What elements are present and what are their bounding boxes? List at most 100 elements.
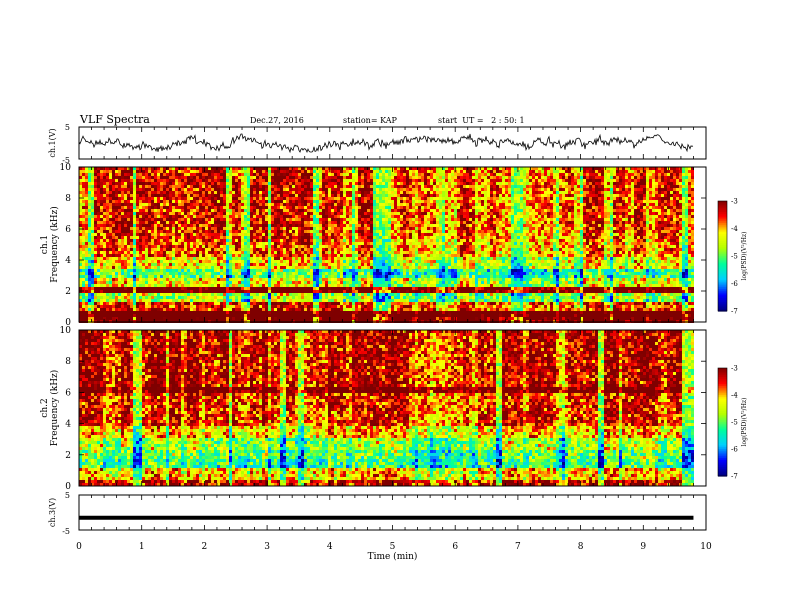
ch1-spectrogram-cell <box>274 311 277 314</box>
ch1-spectrogram-cell <box>97 188 100 191</box>
ch1-spectrogram-cell <box>280 194 283 197</box>
ch1-spectrogram-cell <box>262 281 265 284</box>
ch1-spectrogram-cell <box>133 200 136 203</box>
ch1-spectrogram-cell <box>100 266 103 269</box>
ch1-spectrogram-cell <box>178 248 181 251</box>
ch1-spectrogram-cell <box>220 287 223 290</box>
ch1-spectrogram-cell <box>211 176 214 179</box>
ch1-spectrogram-cell <box>259 278 262 281</box>
ch1-spectrogram-cell <box>91 257 94 260</box>
ch1-spectrogram-cell <box>205 185 208 188</box>
ch1-spectrogram-cell <box>160 188 163 191</box>
ch1-spectrogram-cell <box>337 185 340 188</box>
ch1-spectrogram-cell <box>175 227 178 230</box>
ch1-spectrogram-cell <box>334 275 337 278</box>
ch1-spectrogram-cell <box>118 311 121 314</box>
ch1-spectrogram-cell <box>187 191 190 194</box>
ch1-spectrogram-cell <box>247 197 250 200</box>
ch1-spectrogram-cell <box>343 278 346 281</box>
ch1-spectrogram-cell <box>283 215 286 218</box>
ch1-spectrogram-cell <box>97 290 100 293</box>
ch1-spectrogram-cell <box>268 251 271 254</box>
ch1-spectrogram-cell <box>310 215 313 218</box>
ch1-spectrogram-cell <box>256 245 259 248</box>
ch1-spectrogram-cell <box>217 170 220 173</box>
ch1-spectrogram-cell <box>172 317 175 320</box>
ch1-spectrogram-cell <box>280 266 283 269</box>
ch1-spectrogram-cell <box>241 209 244 212</box>
ch1-spectrogram-cell <box>142 260 145 263</box>
ch1-spectrogram-cell <box>358 236 361 239</box>
ch1-spectrogram-cell <box>292 308 295 311</box>
ch1-spectrogram-cell <box>226 248 229 251</box>
ch1-spectrogram-cell <box>178 173 181 176</box>
ch1-spectrogram-cell <box>118 296 121 299</box>
ch1-spectrogram-cell <box>97 293 100 296</box>
ch1-spectrogram-cell <box>355 293 358 296</box>
ch1-spectrogram-cell <box>151 269 154 272</box>
ch1-spectrogram-cell <box>202 182 205 185</box>
ch1-spectrogram-cell <box>223 230 226 233</box>
ch1-spectrogram-cell <box>253 227 256 230</box>
ch1-spectrogram-cell <box>139 251 142 254</box>
ch1-spectrogram-cell <box>205 314 208 317</box>
ch1-spectrogram-cell <box>232 290 235 293</box>
ch1-spectrogram-cell <box>313 257 316 260</box>
ch1-spectrogram-cell <box>301 197 304 200</box>
ch1-spectrogram-cell <box>190 209 193 212</box>
ch1-spectrogram-cell <box>226 194 229 197</box>
ch1-spectrogram-cell <box>175 257 178 260</box>
ch1-spectrogram-cell <box>211 314 214 317</box>
ch1-spectrogram-cell <box>103 257 106 260</box>
ch1-spectrogram-cell <box>199 221 202 224</box>
ch1-spectrogram-cell <box>136 242 139 245</box>
ch1-spectrogram-cell <box>229 311 232 314</box>
ch1-spectrogram-cell <box>274 284 277 287</box>
ch1-spectrogram-cell <box>181 281 184 284</box>
ch1-spectrogram-cell <box>304 257 307 260</box>
ch1-spectrogram-cell <box>310 194 313 197</box>
ch1-spectrogram-cell <box>181 266 184 269</box>
ch1-spectrogram-cell <box>142 305 145 308</box>
ch1-spectrogram-cell <box>223 209 226 212</box>
ch1-spectrogram-cell <box>220 197 223 200</box>
ch1-spectrogram-cell <box>259 176 262 179</box>
ch1-spectrogram-cell <box>214 173 217 176</box>
ch1-spectrogram-cell <box>175 197 178 200</box>
ch1-spectrogram-cell <box>331 242 334 245</box>
ch1-spectrogram-cell <box>226 245 229 248</box>
ch1-spectrogram-cell <box>85 215 88 218</box>
ch1-spectrogram-cell <box>277 311 280 314</box>
ch1-spectrogram-cell <box>346 209 349 212</box>
ch1-spectrogram-cell <box>127 242 130 245</box>
ch1-spectrogram-cell <box>139 311 142 314</box>
ch1-spectrogram-cell <box>301 176 304 179</box>
ch1-spectrogram-cell <box>172 239 175 242</box>
ch1-spectrogram-cell <box>205 197 208 200</box>
ch1-spectrogram-cell <box>139 230 142 233</box>
ch1-spectrogram-cell <box>262 302 265 305</box>
ch1-spectrogram-cell <box>241 302 244 305</box>
ch1-spectrogram-cell <box>352 209 355 212</box>
ch1-spectrogram-cell <box>298 191 301 194</box>
ch1-spectrogram-cell <box>247 263 250 266</box>
ch1-spectrogram-cell <box>241 311 244 314</box>
ch1-spectrogram-cell <box>193 311 196 314</box>
ch1-spectrogram-cell <box>175 170 178 173</box>
ch1-spectrogram-cell <box>214 239 217 242</box>
ch1-spectrogram-cell <box>181 179 184 182</box>
ch1-spectrogram-cell <box>124 311 127 314</box>
ch1-spectrogram-cell <box>160 299 163 302</box>
ch1-spectrogram-cell <box>190 248 193 251</box>
ch1-spectrogram-cell <box>181 215 184 218</box>
ch1-spectrogram-cell <box>289 302 292 305</box>
ch1-spectrogram-cell <box>274 254 277 257</box>
ch1-spectrogram-cell <box>145 233 148 236</box>
ch1-spectrogram-cell <box>229 254 232 257</box>
ch1-spectrogram-cell <box>250 275 253 278</box>
ch1-spectrogram-cell <box>334 266 337 269</box>
ch1-spectrogram-cell <box>223 218 226 221</box>
station-label: station= KAP <box>343 116 398 125</box>
ch1-spectrogram-cell <box>199 233 202 236</box>
ch1-spectrogram-cell <box>346 311 349 314</box>
